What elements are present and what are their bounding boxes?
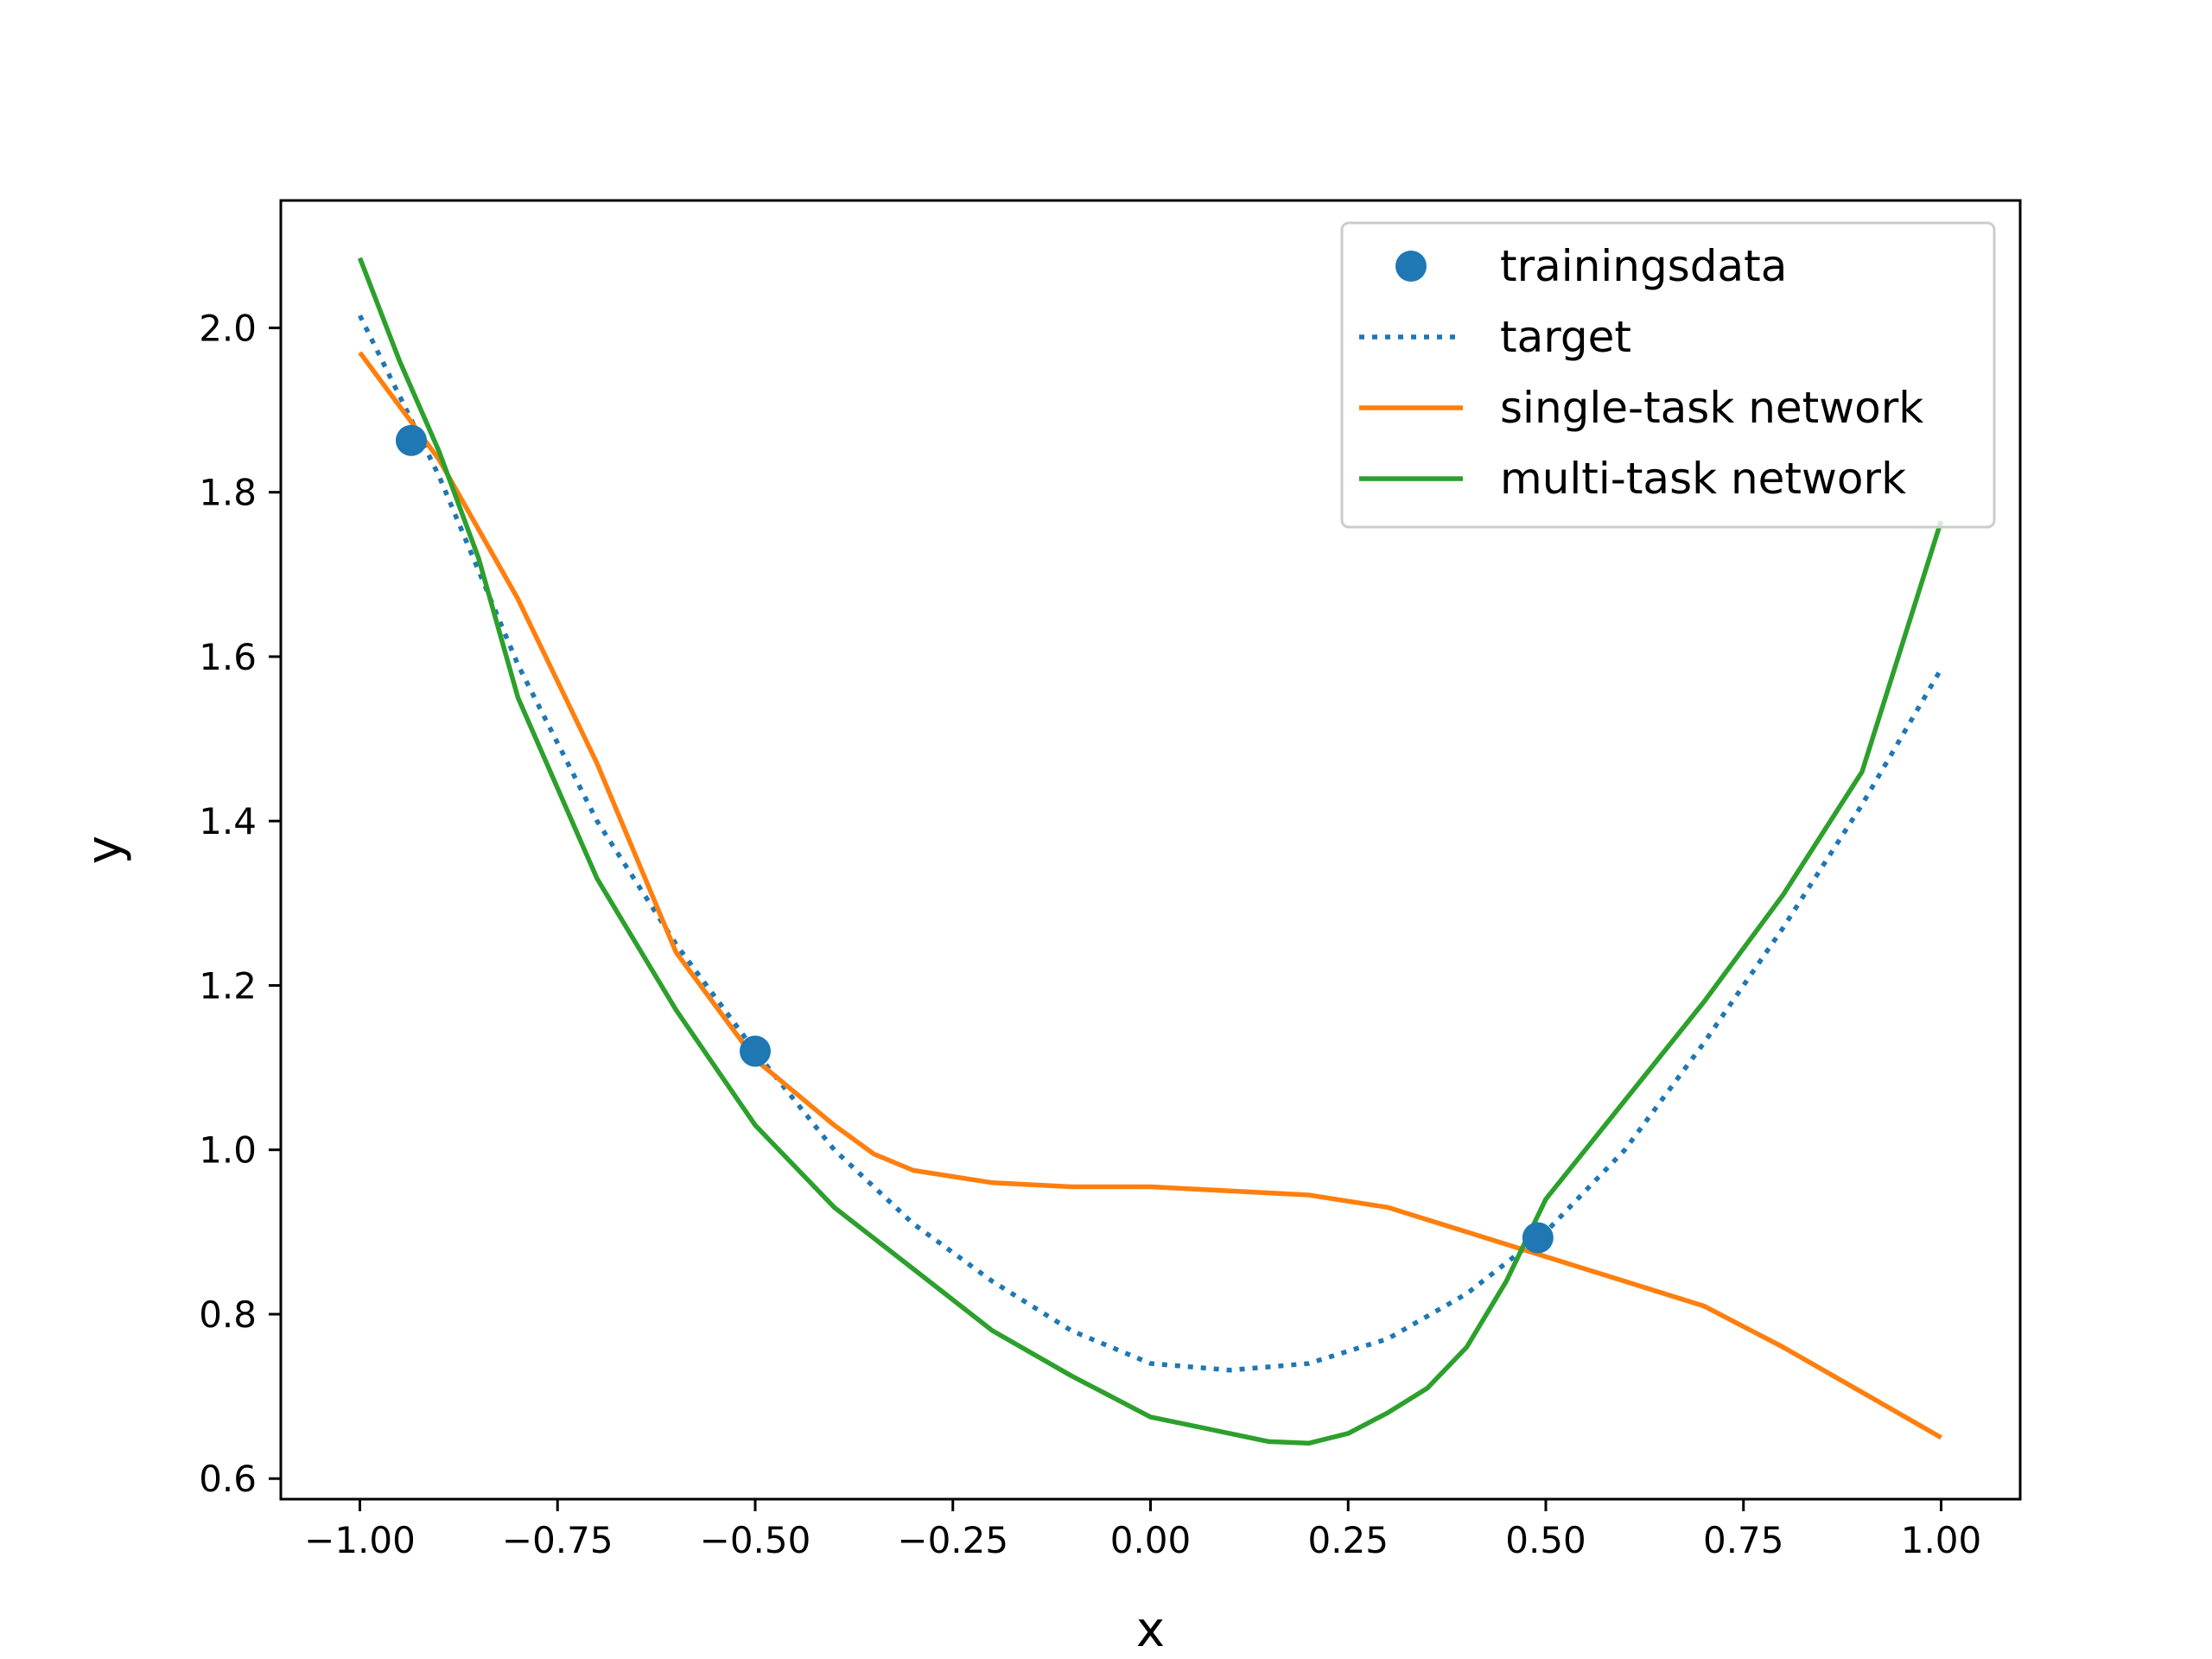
legend: trainingsdata target single-task network mu… bbox=[1340, 221, 1996, 529]
x-tick-label: −0.75 bbox=[502, 1519, 613, 1561]
y-tick-label: 1.6 bbox=[199, 636, 257, 678]
x-tick-label: 0.50 bbox=[1505, 1519, 1586, 1561]
legend-marker-trainingsdata bbox=[1395, 251, 1427, 282]
y-tick-label: 1.8 bbox=[199, 472, 257, 514]
y-tick-label: 1.0 bbox=[199, 1129, 257, 1172]
x-axis-label: x bbox=[1136, 1602, 1165, 1658]
x-tick-label: −0.50 bbox=[700, 1519, 811, 1561]
legend-frame bbox=[1340, 221, 1996, 529]
y-tick-label: 0.6 bbox=[199, 1458, 257, 1500]
y-tick-label: 1.2 bbox=[199, 964, 257, 1007]
data-point-trainingsdata bbox=[740, 1035, 771, 1067]
series-layer bbox=[357, 257, 1944, 1446]
x-tick-label: 1.00 bbox=[1901, 1519, 1982, 1561]
y-tick-label: 2.0 bbox=[199, 307, 257, 349]
x-axis: −1.00 −0.75 −0.50 −0.25 0.00 0.25 0.50 0.75 1.00 bbox=[304, 1499, 1981, 1561]
legend-label-single-task-network: single-task network bbox=[1500, 383, 1923, 433]
x-tick-label: 0.25 bbox=[1307, 1519, 1389, 1561]
y-tick-label: 0.8 bbox=[199, 1294, 257, 1336]
y-axis: 0.6 0.8 1.0 1.2 1.4 1.6 1.8 2.0 bbox=[199, 307, 281, 1500]
series-line-multi-task-network bbox=[357, 257, 1944, 1446]
legend-label-target: target bbox=[1500, 312, 1631, 362]
legend-label-trainingsdata: trainingsdata bbox=[1500, 241, 1787, 291]
data-point-trainingsdata bbox=[1522, 1222, 1554, 1254]
x-tick-label: 0.00 bbox=[1110, 1519, 1192, 1561]
y-tick-label: 1.4 bbox=[199, 800, 257, 842]
data-point-trainingsdata bbox=[395, 424, 427, 456]
series-line-single-task-network bbox=[358, 351, 1942, 1440]
x-tick-label: −0.25 bbox=[897, 1519, 1008, 1561]
x-tick-label: −1.00 bbox=[304, 1519, 416, 1561]
y-axis-label: y bbox=[77, 836, 133, 864]
x-tick-label: 0.75 bbox=[1703, 1519, 1784, 1561]
legend-label-multi-task-network: multi-task network bbox=[1500, 454, 1906, 504]
series-line-target bbox=[358, 314, 1943, 1373]
